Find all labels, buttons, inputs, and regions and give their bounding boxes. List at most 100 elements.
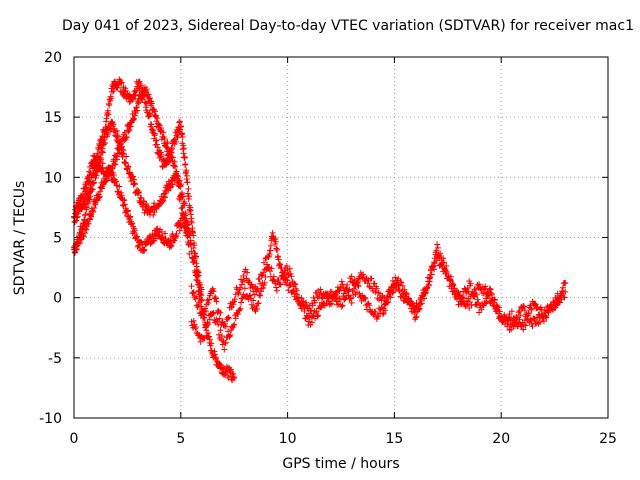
data-point <box>280 275 287 282</box>
y-tick-label: 10 <box>44 170 62 186</box>
data-point <box>556 293 563 300</box>
data-point <box>102 178 109 185</box>
y-tick-label: 0 <box>53 291 62 307</box>
data-point <box>256 276 263 283</box>
data-point <box>559 288 566 295</box>
data-point <box>244 269 251 276</box>
data-point <box>190 317 197 324</box>
data-point <box>102 124 109 131</box>
data-point <box>447 276 454 283</box>
data-point <box>193 293 200 300</box>
data-point <box>411 308 418 315</box>
data-point <box>516 308 523 315</box>
data-point <box>176 118 183 125</box>
data-point <box>75 208 82 215</box>
data-point <box>389 289 396 296</box>
data-point <box>273 287 280 294</box>
data-point <box>210 288 217 295</box>
data-point <box>274 247 281 254</box>
data-point <box>118 79 125 86</box>
y-tick-label: 5 <box>53 231 62 247</box>
data-point <box>206 333 213 340</box>
data-point <box>517 312 524 319</box>
data-point <box>328 300 335 307</box>
data-point <box>434 244 441 251</box>
data-point <box>232 315 239 322</box>
data-point <box>411 309 418 316</box>
data-point <box>185 226 192 233</box>
data-point <box>179 220 186 227</box>
data-point <box>91 205 98 212</box>
data-point <box>440 255 447 262</box>
data-point <box>443 263 450 270</box>
data-point <box>260 259 267 266</box>
data-point <box>255 300 262 307</box>
data-point <box>162 230 169 237</box>
data-point <box>392 274 399 281</box>
data-point <box>225 374 232 381</box>
data-point <box>111 160 118 167</box>
data-point <box>303 301 310 308</box>
data-point <box>336 287 343 294</box>
data-point <box>277 261 284 268</box>
data-point <box>131 181 138 188</box>
data-point <box>402 293 409 300</box>
data-point <box>202 308 209 315</box>
data-point <box>231 296 238 303</box>
data-point <box>80 193 87 200</box>
chart-title: Day 041 of 2023, Sidereal Day-to-day VTE… <box>61 18 634 34</box>
data-point <box>366 302 373 309</box>
data-point <box>466 299 473 306</box>
data-point <box>120 202 127 209</box>
data-point <box>163 182 170 189</box>
y-tick-label: -10 <box>39 411 62 427</box>
data-point <box>337 285 344 292</box>
data-point <box>99 133 106 140</box>
data-point <box>204 319 211 326</box>
data-point <box>381 294 388 301</box>
data-point <box>116 183 123 190</box>
data-point <box>216 315 223 322</box>
data-point <box>421 295 428 302</box>
data-point <box>215 331 222 338</box>
data-point <box>502 321 509 328</box>
data-point <box>544 308 551 315</box>
data-point <box>360 271 367 278</box>
data-point <box>494 304 501 311</box>
data-point <box>276 260 283 267</box>
data-point <box>453 289 460 296</box>
data-point <box>168 146 175 153</box>
data-point <box>348 299 355 306</box>
data-point <box>139 96 146 103</box>
data-point <box>89 186 96 193</box>
data-point <box>262 274 269 281</box>
data-point <box>193 263 200 270</box>
data-point <box>242 266 249 273</box>
data-point <box>221 346 228 353</box>
data-point <box>180 142 187 149</box>
data-point <box>291 280 298 287</box>
data-point <box>183 172 190 179</box>
data-point <box>71 249 78 256</box>
data-point <box>562 280 569 287</box>
data-point <box>134 233 141 240</box>
data-point <box>209 285 216 292</box>
data-point <box>176 227 183 234</box>
data-point <box>186 250 193 257</box>
data-point <box>333 291 340 298</box>
data-point <box>395 282 402 289</box>
data-point <box>450 282 457 289</box>
data-point <box>254 306 261 313</box>
data-point <box>123 153 130 160</box>
data-point <box>98 142 105 149</box>
data-point <box>339 302 346 309</box>
data-point <box>380 305 387 312</box>
data-point <box>110 121 117 128</box>
data-point <box>199 296 206 303</box>
y-tick-label: 15 <box>44 110 62 126</box>
data-point <box>152 108 159 115</box>
data-point <box>302 315 309 322</box>
data-point <box>403 291 410 298</box>
data-point <box>310 294 317 301</box>
data-point <box>237 284 244 291</box>
